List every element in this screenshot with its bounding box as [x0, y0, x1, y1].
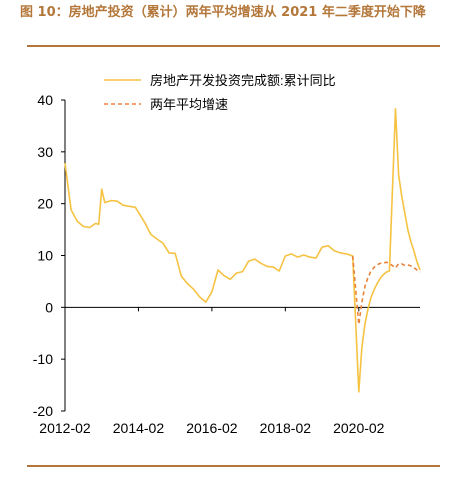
title-rule — [27, 45, 440, 47]
y-tick-label: 10 — [37, 248, 53, 264]
series-line-2 — [351, 255, 421, 326]
legend-label-2: 两年平均增速 — [150, 97, 228, 112]
x-tick-label: 2018-02 — [260, 420, 312, 436]
x-tick-label: 2016-02 — [186, 420, 238, 436]
y-tick-label: -10 — [33, 351, 53, 367]
y-tick-label: 0 — [45, 299, 53, 315]
figure-title: 图 10：房地产投资（累计）两年平均增速从 2021 年二季度开始下降 — [20, 5, 426, 20]
y-tick-label: -20 — [33, 403, 53, 419]
chart-axes: -20 -10 0 10 20 30 40 2012-02 2014-02 2016-02 2018… — [33, 92, 420, 436]
y-tick-label: 40 — [37, 92, 53, 108]
chart-lines — [64, 108, 421, 393]
x-tick-label: 2012-02 — [39, 420, 91, 436]
y-tick-label: 30 — [37, 144, 53, 160]
x-tick-label: 2020-02 — [333, 420, 385, 436]
legend-label-1: 房地产开发投资完成额:累计同比 — [150, 73, 336, 88]
x-tick-label: 2014-02 — [113, 420, 165, 436]
series-line-1 — [64, 108, 421, 393]
footer-rule — [27, 465, 440, 467]
y-tick-label: 20 — [37, 196, 53, 212]
